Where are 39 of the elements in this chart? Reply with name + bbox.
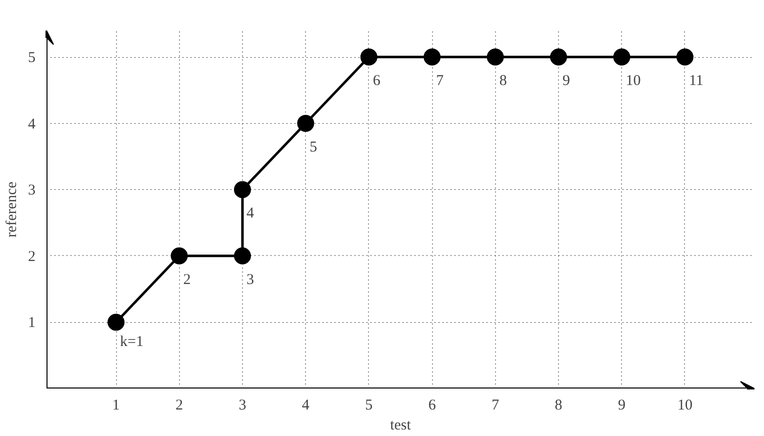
x-tick-label: 1 bbox=[112, 398, 120, 414]
annotation: 6 bbox=[372, 73, 381, 90]
annotation: 7 bbox=[436, 73, 444, 90]
y-tick-label: 2 bbox=[28, 248, 36, 265]
annotation: 3 bbox=[246, 272, 254, 288]
point bbox=[424, 48, 441, 66]
annotation: 2 bbox=[183, 272, 191, 288]
annotation: 8 bbox=[499, 73, 507, 90]
point bbox=[234, 247, 251, 264]
y-tick-label: 4 bbox=[28, 116, 36, 132]
x-tick-label: 5 bbox=[365, 398, 373, 414]
y-tick-label: 3 bbox=[28, 182, 36, 199]
point bbox=[550, 48, 568, 66]
x-tick-label: 7 bbox=[492, 398, 500, 414]
y-tick-label: 1 bbox=[28, 315, 36, 332]
annotation: 5 bbox=[310, 139, 318, 156]
annotation: k=1 bbox=[120, 334, 144, 350]
annotation: 9 bbox=[562, 73, 570, 90]
x-tick-label: 6 bbox=[428, 398, 436, 414]
annotation: 11 bbox=[688, 73, 704, 90]
point bbox=[108, 314, 125, 331]
point bbox=[486, 48, 504, 66]
x-tick-label: 3 bbox=[238, 398, 246, 414]
x-tick-label: 8 bbox=[554, 398, 562, 414]
y-tick-label: 5 bbox=[28, 50, 36, 66]
point bbox=[170, 247, 188, 264]
point bbox=[234, 181, 251, 198]
point bbox=[613, 48, 630, 66]
x-axis-title: test bbox=[390, 418, 412, 434]
point bbox=[297, 114, 314, 132]
annotation: 4 bbox=[246, 206, 254, 222]
x-tick-label: 9 bbox=[618, 398, 626, 414]
x-tick-label: 4 bbox=[302, 398, 310, 414]
point bbox=[360, 48, 378, 66]
point bbox=[676, 48, 694, 66]
y-axis-title: reference bbox=[4, 181, 20, 238]
annotation: 10 bbox=[626, 73, 641, 90]
x-tick-label: 2 bbox=[176, 398, 183, 414]
x-tick-label: 10 bbox=[677, 398, 692, 414]
